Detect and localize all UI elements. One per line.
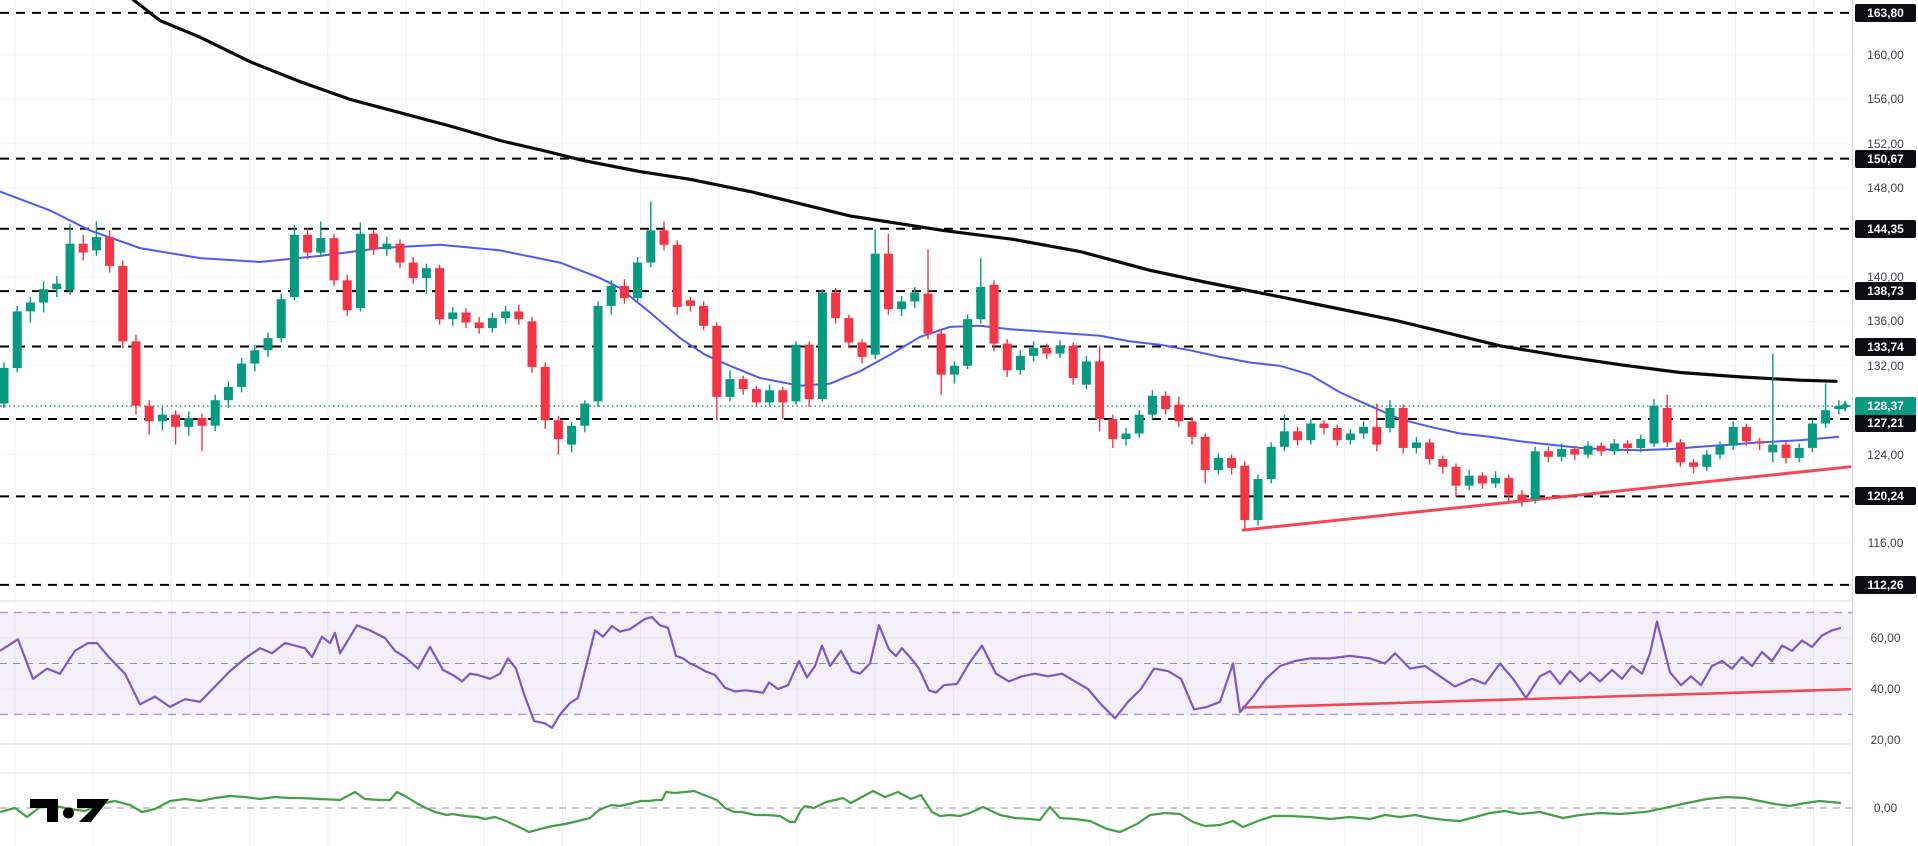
axis-level-badge: 163,80	[1855, 3, 1916, 22]
tradingview-logo-glyph	[30, 799, 58, 822]
panel-separators	[0, 600, 1852, 774]
trendline-price	[1241, 465, 1852, 532]
axis-level-badge: 120,24	[1855, 487, 1916, 506]
last-price-marker	[1839, 400, 1851, 412]
axis-tick-label: 0,00	[1873, 801, 1898, 815]
axis-level-badge: 138,73	[1855, 282, 1916, 301]
chart-plot-area[interactable]	[0, 0, 1852, 846]
axis-tick-label: 40,00	[1870, 682, 1901, 696]
axis-tick-label: 136,00	[1867, 314, 1904, 329]
axis-tick-label: 124,00	[1867, 447, 1904, 462]
price-axis[interactable]: 160,00 156,00 152,00 148,00 140,00 136,00 132,…	[1852, 0, 1918, 846]
ma-50-line	[0, 190, 1840, 452]
axis-tick-label: 156,00	[1867, 92, 1904, 107]
tradingview-logo-glyph	[63, 807, 74, 819]
grid	[0, 0, 1852, 846]
axis-tick-label: 148,00	[1867, 181, 1904, 196]
rsi-panel	[0, 611, 1852, 729]
axis-level-badge: 133,74	[1855, 337, 1916, 356]
axis-tick-label: 60,00	[1870, 631, 1901, 645]
axis-level-badge: 127,21	[1855, 414, 1916, 432]
axis-tick-label: 152,00	[1867, 136, 1904, 151]
macd-panel	[0, 789, 1852, 834]
candles	[0, 201, 1844, 531]
support-resistance-lines	[0, 11, 1852, 586]
ma-200-line	[131, 0, 1838, 383]
axis-tick-label: 20,00	[1870, 733, 1901, 747]
axis-current-price-badge: 128,37	[1855, 397, 1916, 415]
tradingview-logo[interactable]	[30, 795, 110, 827]
axis-tick-label: 132,00	[1867, 358, 1904, 373]
trendline-rsi	[1241, 687, 1852, 709]
tradingview-logo-glyph	[77, 799, 109, 822]
axis-level-badge: 144,35	[1855, 219, 1916, 238]
axis-tick-label: 160,00	[1867, 48, 1904, 62]
axis-level-badge: 150,67	[1855, 149, 1916, 168]
axis-level-badge: 112,26	[1855, 576, 1916, 594]
axis-tick-label: 116,00	[1867, 536, 1904, 551]
axis-tick-label: 140,00	[1867, 270, 1904, 284]
